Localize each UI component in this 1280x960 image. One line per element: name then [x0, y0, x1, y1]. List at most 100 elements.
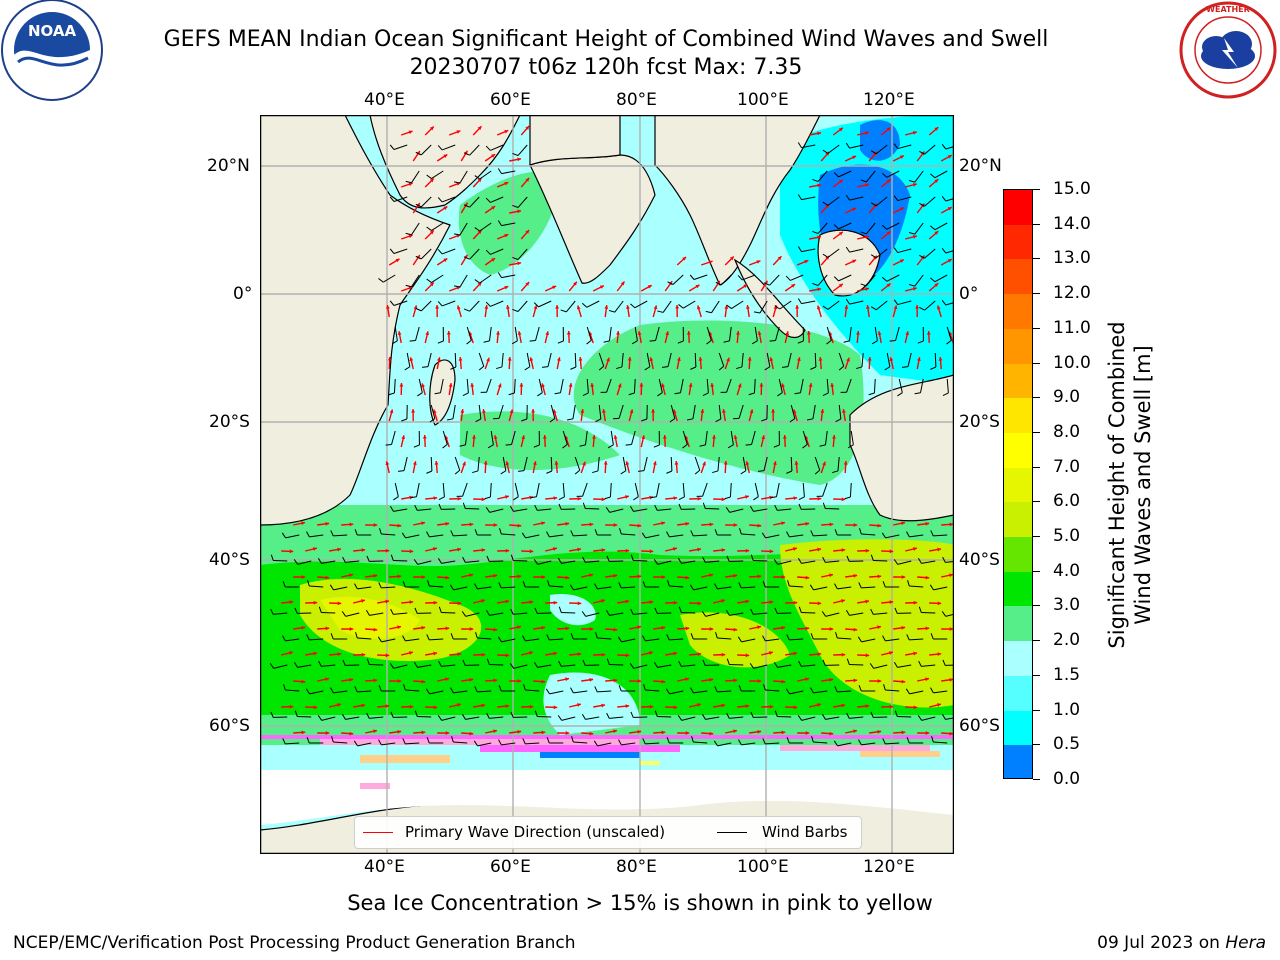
wind-barb [378, 739, 396, 746]
wave-arrow [915, 304, 920, 318]
wind-barb [847, 430, 854, 449]
wind-barb [293, 661, 312, 668]
wind-barb [558, 482, 565, 500]
wind-barb [354, 686, 372, 693]
wind-barb [414, 710, 432, 718]
wind-barb [620, 456, 627, 475]
colorbar-cell [1004, 398, 1032, 434]
wave-arrow [496, 233, 509, 240]
wind-barb [318, 660, 336, 667]
wind-barb [914, 378, 924, 395]
wind-barb [833, 740, 852, 747]
wave-arrow [581, 677, 594, 682]
wind-barb [600, 378, 612, 393]
wind-barb [702, 556, 720, 563]
wind-barb [930, 633, 948, 640]
wind-barb [378, 685, 396, 692]
wave-arrow [446, 330, 451, 344]
colorbar-tick-label: 5.0 [1053, 526, 1081, 547]
wave-arrow [566, 330, 571, 344]
wind-barb [631, 326, 638, 345]
wind-barb [426, 737, 444, 744]
wave-arrow [605, 627, 618, 632]
wave-arrow [388, 258, 400, 266]
wind-barb [694, 456, 701, 475]
wave-arrow [761, 704, 774, 709]
wave-arrow [329, 703, 342, 708]
wind-barb [438, 503, 456, 510]
wind-barb [633, 482, 639, 501]
wave-arrow [821, 627, 834, 631]
wind-barb [480, 378, 492, 393]
wave-arrow [581, 573, 594, 578]
colorbar-tick-label: 15.0 [1053, 179, 1091, 199]
wave-arrow [545, 600, 558, 605]
wave-arrow [521, 651, 534, 656]
wave-arrow [509, 261, 522, 266]
wave-arrow [520, 435, 526, 448]
wind-barb [437, 144, 456, 151]
wind-barb [283, 684, 300, 692]
wave-arrow [629, 625, 642, 630]
wave-arrow [785, 547, 798, 552]
wind-barb [475, 404, 482, 423]
wind-barb [534, 607, 552, 614]
wave-arrow [437, 677, 450, 682]
wave-arrow [484, 357, 490, 370]
wind-barb [667, 274, 684, 285]
wind-barb [859, 528, 876, 536]
wind-barb [702, 502, 720, 510]
wave-arrow [580, 461, 586, 474]
wind-barb [415, 248, 432, 260]
wind-barb [451, 736, 468, 744]
map-panel[interactable] [259, 114, 955, 855]
wind-barb [726, 712, 744, 719]
legend-wave-direction: Primary Wave Direction (unscaled) [405, 823, 666, 841]
wind-barb [630, 300, 648, 309]
wind-barb [505, 430, 516, 446]
wind-barb [546, 634, 564, 641]
wave-arrow [397, 331, 402, 344]
wind-barb [798, 606, 816, 614]
wind-barb [811, 736, 828, 744]
wind-barb [942, 378, 949, 396]
wave-arrow [413, 730, 426, 735]
wind-barb [822, 144, 840, 154]
wave-arrow [676, 357, 681, 370]
wave-arrow [473, 703, 486, 708]
lat-label-right-60s: 60°S [959, 716, 1000, 736]
wave-arrow [544, 331, 550, 344]
wave-arrow [665, 600, 678, 605]
wind-barb [570, 633, 588, 640]
wind-barb [701, 611, 720, 617]
wind-barb [485, 300, 504, 307]
wave-arrow [545, 496, 558, 501]
wind-barb [378, 274, 396, 283]
wave-arrow [653, 521, 666, 526]
wave-arrow [293, 679, 306, 684]
wave-arrow [797, 575, 810, 580]
colorbar-tick-label: 13.0 [1053, 248, 1091, 269]
wind-barb [941, 143, 954, 150]
wind-barb [750, 608, 768, 615]
colorbar-tick-mark [1033, 327, 1040, 329]
wave-arrow [797, 626, 810, 631]
wave-arrow [625, 461, 630, 474]
wave-arrow [461, 677, 474, 682]
wave-arrow [449, 547, 462, 552]
wave-arrow [497, 599, 510, 604]
wave-arrow [412, 461, 417, 474]
wind-barb [582, 502, 600, 510]
wave-arrow [745, 461, 750, 474]
wave-arrow [401, 234, 413, 240]
wind-barb [797, 142, 816, 149]
wave-arrow [941, 731, 954, 736]
wave-arrow [293, 575, 306, 579]
wind-barb [666, 531, 684, 538]
wind-barb [762, 581, 780, 588]
wave-arrow [613, 435, 618, 448]
wind-barb [919, 144, 936, 155]
wind-barb [764, 352, 771, 371]
wind-barb [786, 531, 804, 538]
wind-barb [930, 222, 948, 231]
